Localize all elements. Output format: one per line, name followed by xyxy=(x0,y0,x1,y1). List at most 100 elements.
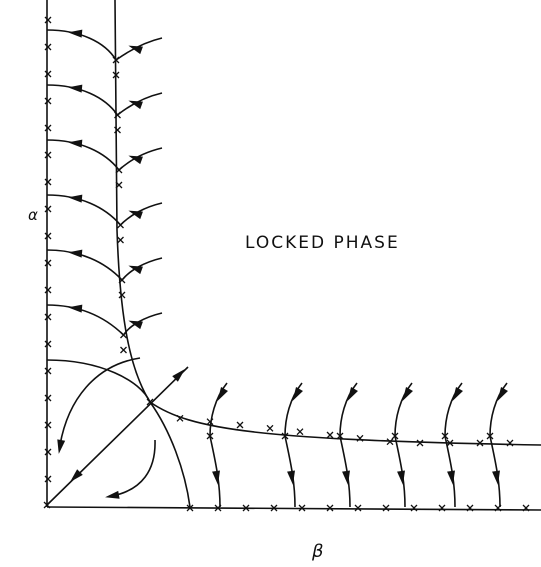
arrowhead xyxy=(105,490,120,499)
fixed-point-mark xyxy=(117,236,124,244)
flow-line xyxy=(46,139,163,172)
flow-line xyxy=(209,382,228,508)
arrowhead xyxy=(57,439,66,454)
fixed-point-mark xyxy=(44,340,52,348)
arrowhead xyxy=(497,386,508,402)
fixed-point-mark xyxy=(44,43,52,51)
arrowhead xyxy=(402,386,413,402)
fixed-point-mark xyxy=(466,504,474,512)
fixed-point-mark xyxy=(44,259,52,267)
fixed-point-mark xyxy=(326,431,334,439)
fixed-point-mark xyxy=(146,398,154,406)
arrowhead xyxy=(128,100,143,110)
fixed-point-mark xyxy=(115,166,123,174)
fixed-point-mark xyxy=(326,504,334,512)
arrowhead xyxy=(342,470,350,485)
fixed-point-mark xyxy=(114,111,121,119)
arrowhead xyxy=(128,45,143,55)
fixed-point-mark xyxy=(186,504,194,512)
arrowhead xyxy=(128,320,143,330)
arrowhead xyxy=(292,386,303,402)
fixed-point-mark xyxy=(44,232,52,240)
critical-line xyxy=(114,0,541,446)
fixed-point-mark xyxy=(44,70,52,78)
rotation-arrow xyxy=(111,439,156,497)
fixed-point-mark xyxy=(206,418,214,426)
fixed-point-mark xyxy=(296,428,304,436)
flow-line xyxy=(46,249,163,282)
arrowhead xyxy=(68,29,83,38)
beta-label: β xyxy=(311,541,324,562)
fixed-point-mark xyxy=(506,439,514,447)
beta-axis xyxy=(46,506,541,511)
fixed-point-mark xyxy=(446,439,454,447)
rotation-arrow xyxy=(59,357,141,446)
fixed-point-mark xyxy=(176,414,184,422)
fixed-point-mark xyxy=(44,124,52,132)
arrowhead xyxy=(217,386,228,402)
fixed-point-mark xyxy=(441,432,449,440)
arrowhead xyxy=(68,194,83,203)
fixed-point-mark xyxy=(242,504,250,512)
fixed-point-mark xyxy=(486,432,494,440)
fixed-point-mark xyxy=(416,439,424,447)
fixed-point-mark xyxy=(236,421,244,429)
diagonal-flow xyxy=(46,366,189,506)
fixed-point-mark xyxy=(438,504,446,512)
flow-line xyxy=(46,194,163,227)
fixed-point-mark xyxy=(410,504,418,512)
fixed-point-mark xyxy=(44,421,52,429)
fixed-point-mark xyxy=(120,331,127,339)
arrowhead xyxy=(70,469,83,482)
fixed-point-mark xyxy=(115,181,123,189)
fixed-point-mark xyxy=(382,504,390,512)
flow-line xyxy=(284,382,303,508)
fixed-point-mark xyxy=(206,432,214,440)
arrowhead xyxy=(212,470,220,485)
arrowhead xyxy=(68,84,83,93)
arrowhead xyxy=(172,369,185,382)
fixed-point-mark xyxy=(522,504,530,512)
flow-line xyxy=(394,382,413,508)
fixed-point-mark xyxy=(118,291,126,299)
fixed-point-mark xyxy=(298,504,306,512)
arrowhead xyxy=(68,304,83,313)
fixed-point-mark xyxy=(117,221,124,229)
fixed-point-mark xyxy=(44,313,52,321)
fixed-point-mark xyxy=(118,276,126,284)
flow-line xyxy=(46,29,163,62)
fixed-point-mark xyxy=(214,504,222,512)
fixed-point-mark xyxy=(44,475,52,483)
flow-line xyxy=(46,84,163,117)
arrowhead xyxy=(68,139,83,148)
fixed-point-mark xyxy=(44,205,52,213)
fixed-point-mark xyxy=(391,432,399,440)
arrowhead xyxy=(492,470,500,485)
fixed-point-mark xyxy=(336,432,344,440)
region-label: LOCKED PHASE xyxy=(245,233,400,253)
arrowhead xyxy=(128,155,143,165)
flow-line xyxy=(46,304,163,337)
arrowhead xyxy=(347,386,358,402)
fixed-point-mark xyxy=(114,126,121,134)
fixed-point-mark xyxy=(44,97,52,105)
fixed-point-mark xyxy=(44,448,52,456)
arrowhead xyxy=(397,470,405,485)
fixed-point-mark xyxy=(356,434,364,442)
fixed-point-mark xyxy=(44,394,52,402)
fixed-point-mark xyxy=(44,151,52,159)
flow-line xyxy=(339,382,358,508)
arrowhead xyxy=(447,470,455,485)
fixed-point-mark xyxy=(112,56,120,64)
arrowhead xyxy=(128,265,143,275)
fixed-point-mark xyxy=(270,504,278,512)
fixed-point-mark xyxy=(44,286,52,294)
fixed-point-mark xyxy=(44,367,52,375)
fixed-point-mark xyxy=(386,438,394,446)
alpha-label: α xyxy=(28,206,38,224)
fixed-point-mark xyxy=(476,439,484,447)
arrowhead xyxy=(68,249,83,258)
fixed-point-mark xyxy=(44,178,52,186)
fixed-point-mark xyxy=(43,501,51,509)
fixed-point-mark xyxy=(266,424,274,432)
